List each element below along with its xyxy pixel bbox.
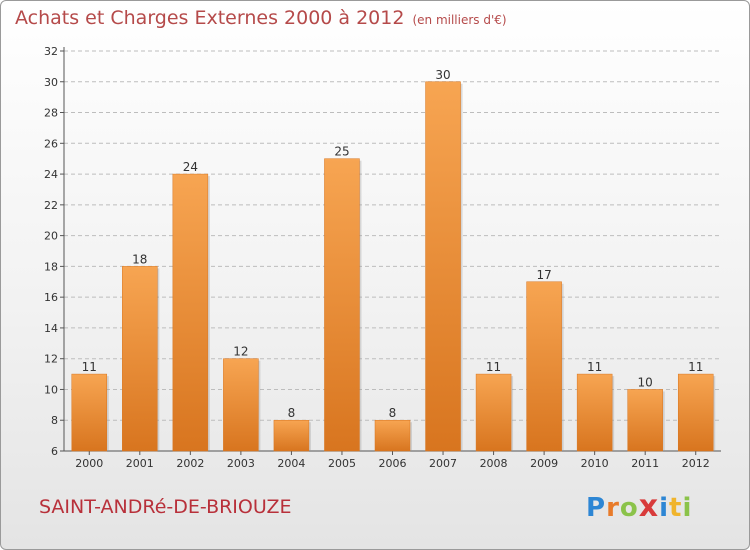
bar-2003 bbox=[223, 358, 259, 452]
y-tick-label: 12 bbox=[44, 353, 58, 366]
grid-layer bbox=[64, 50, 721, 452]
x-tick-label: 2004 bbox=[277, 457, 305, 470]
data-label: 10 bbox=[638, 375, 653, 389]
y-tick-label: 22 bbox=[44, 199, 58, 212]
y-tick-label: 14 bbox=[44, 322, 58, 335]
x-tick-label: 2011 bbox=[631, 457, 659, 470]
chart-title-text: Achats et Charges Externes 2000 à 2012 bbox=[15, 7, 405, 29]
y-tick-label: 18 bbox=[44, 260, 58, 273]
bar-2007 bbox=[425, 81, 461, 452]
bar-2006 bbox=[374, 419, 411, 452]
x-tick-label: 2005 bbox=[328, 457, 356, 470]
y-tick-label: 30 bbox=[44, 76, 58, 89]
x-tick-label: 2010 bbox=[581, 457, 609, 470]
bar-2009 bbox=[526, 281, 562, 452]
x-tick-label: 2006 bbox=[379, 457, 407, 470]
y-tick-label: 32 bbox=[44, 45, 58, 58]
chart-unit: (en milliers d'€) bbox=[412, 13, 507, 27]
y-tick-label: 6 bbox=[51, 445, 58, 458]
data-label: 18 bbox=[132, 252, 147, 266]
bar-2001 bbox=[122, 266, 158, 452]
data-label: 11 bbox=[486, 360, 501, 374]
x-tick-label: 2007 bbox=[429, 457, 457, 470]
x-tick-label: 2008 bbox=[480, 457, 508, 470]
data-label: 30 bbox=[435, 68, 450, 82]
bar-2000 bbox=[71, 373, 108, 452]
data-label: 8 bbox=[389, 406, 397, 420]
commune-name: SAINT-ANDRé-DE-BRIOUZE bbox=[39, 496, 292, 518]
data-label: 11 bbox=[82, 360, 97, 374]
data-label: 17 bbox=[536, 268, 551, 282]
data-label: 11 bbox=[587, 360, 602, 374]
bar-2004 bbox=[273, 419, 310, 452]
bar-2012 bbox=[677, 373, 714, 452]
x-tick-label: 2003 bbox=[227, 457, 255, 470]
proxiti-logo: Proxiti bbox=[586, 489, 693, 524]
x-tick-label: 2012 bbox=[682, 457, 710, 470]
data-label: 25 bbox=[334, 145, 349, 159]
data-label: 8 bbox=[288, 406, 296, 420]
y-tick-label: 24 bbox=[44, 168, 58, 181]
bar-2011 bbox=[627, 389, 663, 452]
data-label: 24 bbox=[183, 160, 198, 174]
bar-2010 bbox=[576, 373, 613, 452]
y-tick-label: 8 bbox=[51, 414, 58, 427]
data-label: 11 bbox=[688, 360, 703, 374]
axis-layer: 6 8 10 12 14 16 18 20 22 24 26 28 30 32 2000 2001 2002 20… bbox=[44, 45, 721, 470]
y-tick-label: 10 bbox=[44, 383, 58, 396]
chart-title: Achats et Charges Externes 2000 à 2012 (e… bbox=[15, 7, 507, 29]
y-tick-label: 16 bbox=[44, 291, 58, 304]
bar-2008 bbox=[475, 373, 512, 452]
label-layer: 11 18 24 12 8 25 8 30 11 17 11 10 11 bbox=[82, 68, 704, 420]
x-tick-label: 2002 bbox=[176, 457, 204, 470]
y-tick-label: 20 bbox=[44, 230, 58, 243]
x-tick-label: 2009 bbox=[530, 457, 558, 470]
bar-2002 bbox=[172, 173, 209, 452]
y-tick-label: 26 bbox=[44, 137, 58, 150]
bar-layer bbox=[71, 81, 716, 452]
bar-2005 bbox=[324, 158, 360, 452]
data-label: 12 bbox=[233, 345, 248, 359]
x-tick-label: 2001 bbox=[126, 457, 154, 470]
y-tick-label: 28 bbox=[44, 107, 58, 120]
x-tick-label: 2000 bbox=[75, 457, 103, 470]
